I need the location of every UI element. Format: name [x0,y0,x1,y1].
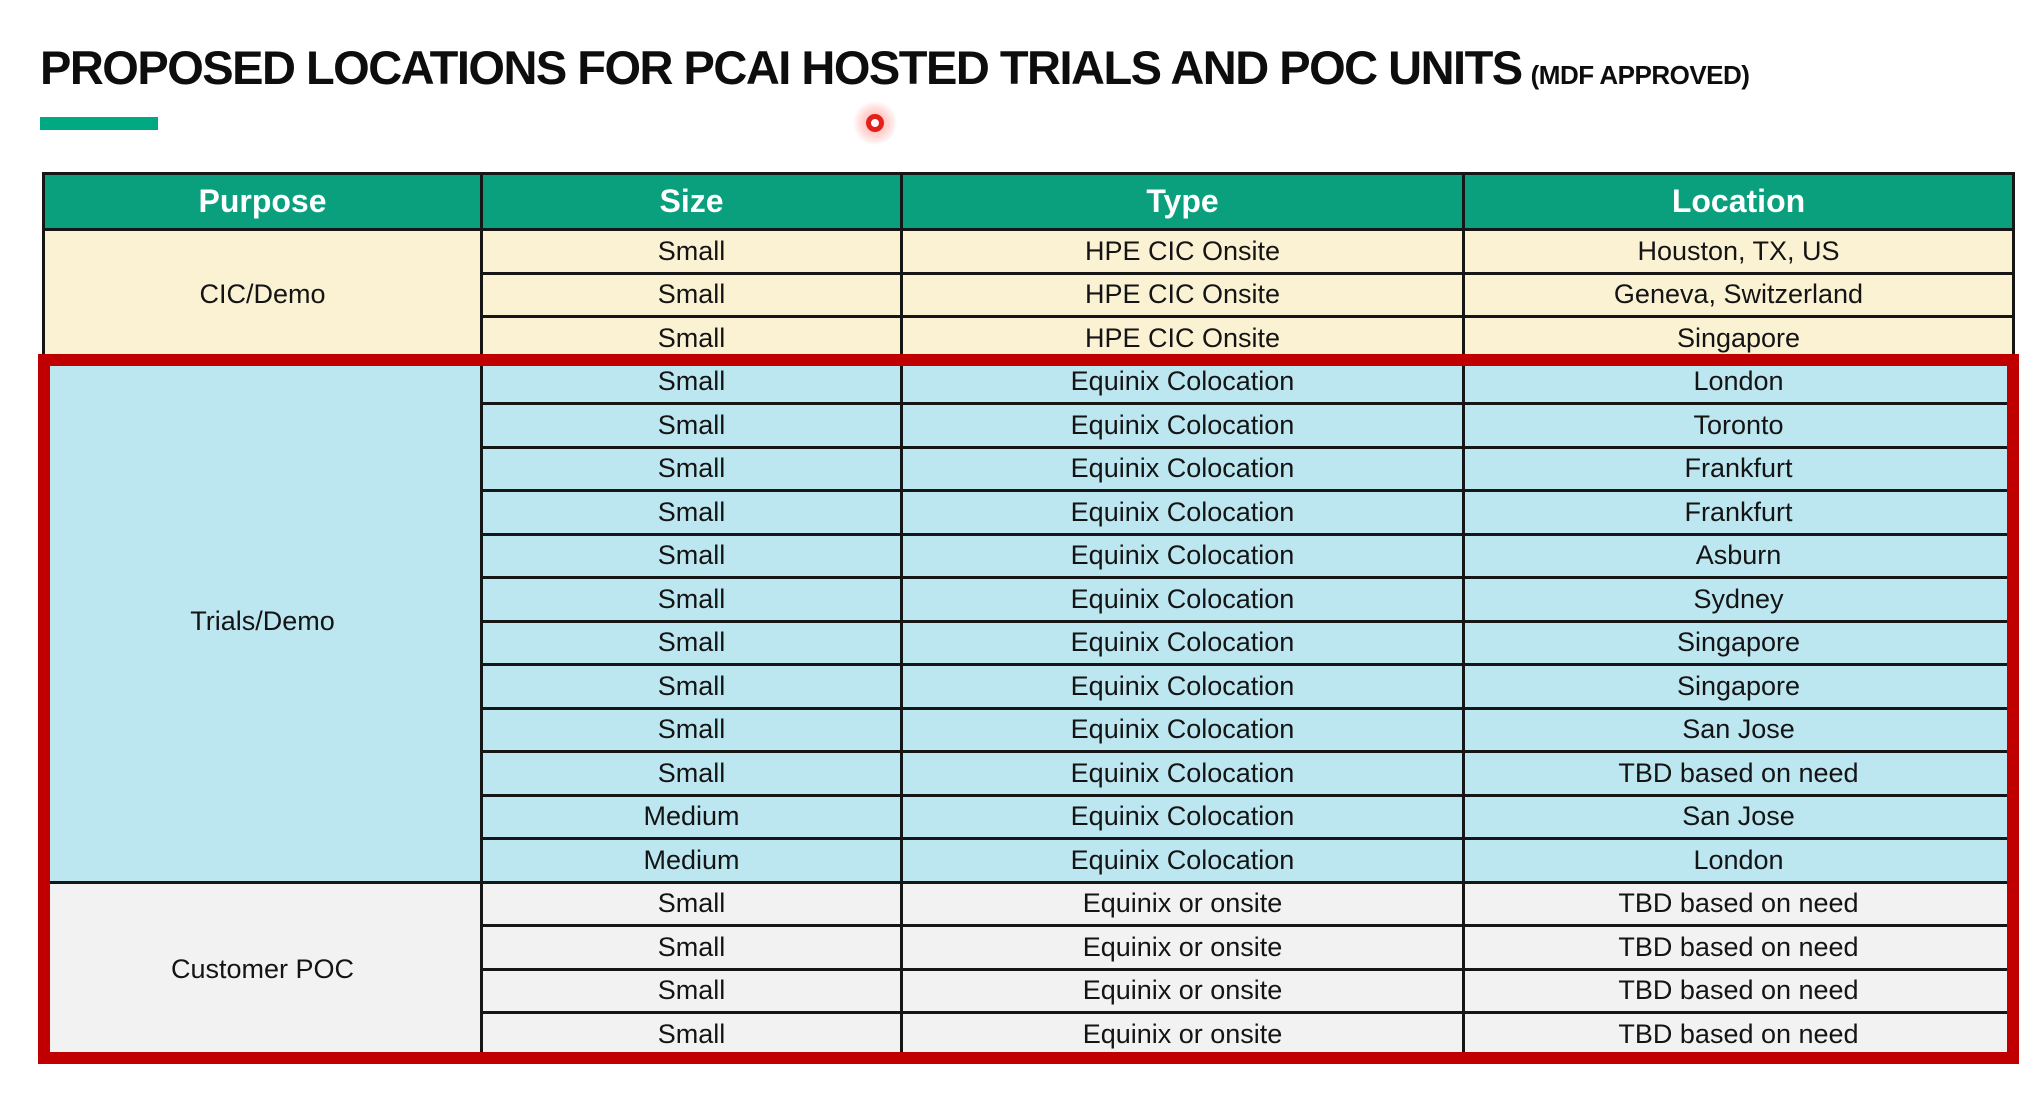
location-cell: Singapore [1462,315,2015,362]
size-cell: Small [480,967,903,1014]
purpose-cell: Customer POC [42,880,483,1058]
size-cell: Small [480,228,903,275]
type-cell: Equinix Colocation [900,619,1465,666]
location-cell: Frankfurt [1462,445,2015,492]
page-title-suffix: (MDF APPROVED) [1530,60,1750,90]
location-cell: Houston, TX, US [1462,228,2015,275]
size-cell: Small [480,315,903,362]
size-cell: Small [480,271,903,318]
size-cell: Small [480,402,903,449]
type-cell: Equinix or onsite [900,1011,1465,1058]
size-cell: Small [480,663,903,710]
location-cell: London [1462,837,2015,884]
table-row: Small HPE CIC Onsite Geneva, Switzerland [43,271,2015,318]
type-cell: Equinix Colocation [900,750,1465,797]
location-cell: TBD based on need [1462,967,2015,1014]
location-cell: TBD based on need [1462,880,2015,927]
location-cell: TBD based on need [1462,750,2015,797]
locations-table-wrap: Purpose Size Type Location CIC/Demo Small… [42,172,2015,1058]
type-cell: Equinix Colocation [900,663,1465,710]
location-cell: Toronto [1462,402,2015,449]
locations-table: Purpose Size Type Location CIC/Demo Small… [42,172,2015,1058]
type-cell: HPE CIC Onsite [900,271,1465,318]
size-cell: Small [480,924,903,971]
size-cell: Small [480,880,903,927]
page-title: PROPOSED LOCATIONS FOR PCAI HOSTED TRIAL… [40,40,1750,95]
column-header-size: Size [480,172,903,231]
location-cell: San Jose [1462,706,2015,753]
type-cell: Equinix Colocation [900,489,1465,536]
size-cell: Medium [480,837,903,884]
location-cell: Sydney [1462,576,2015,623]
type-cell: Equinix or onsite [900,924,1465,971]
type-cell: Equinix Colocation [900,532,1465,579]
table-row: Customer POC Small Equinix or onsite TBD ba… [42,880,2015,1058]
size-cell: Small [480,750,903,797]
column-header-purpose: Purpose [42,172,483,231]
type-cell: Equinix Colocation [900,402,1465,449]
location-cell: London [1462,358,2015,405]
type-cell: Equinix or onsite [900,880,1465,927]
table-body: CIC/Demo Small HPE CIC Onsite Houston, TX, … [42,228,2015,1058]
table-row: Small Equinix Colocation Frankfurt [43,445,2015,492]
purpose-cell: CIC/Demo [42,228,483,362]
size-cell: Small [480,358,903,405]
table-row: Small Equinix Colocation Asburn [43,532,2015,579]
table-row: Small Equinix Colocation Singapore [43,663,2015,710]
location-cell: Asburn [1462,532,2015,579]
size-cell: Small [480,489,903,536]
title-accent-bar [40,117,158,130]
type-cell: Equinix Colocation [900,576,1465,623]
type-cell: Equinix or onsite [900,967,1465,1014]
table-row: Small Equinix or onsite TBD based on need [43,967,2015,1014]
location-cell: Singapore [1462,663,2015,710]
page-title-main: PROPOSED LOCATIONS FOR PCAI HOSTED TRIAL… [40,41,1523,94]
size-cell: Small [480,706,903,753]
location-cell: Geneva, Switzerland [1462,271,2015,318]
type-cell: Equinix Colocation [900,706,1465,753]
purpose-cell: Trials/Demo [42,358,483,884]
location-cell: Frankfurt [1462,489,2015,536]
size-cell: Small [480,1011,903,1058]
column-header-location: Location [1462,172,2015,231]
location-cell: Singapore [1462,619,2015,666]
type-cell: Equinix Colocation [900,793,1465,840]
laser-pointer-dot [853,101,897,145]
location-cell: San Jose [1462,793,2015,840]
laser-pointer-ring-icon [866,114,884,132]
size-cell: Small [480,576,903,623]
location-cell: TBD based on need [1462,924,2015,971]
size-cell: Small [480,532,903,579]
type-cell: Equinix Colocation [900,358,1465,405]
type-cell: HPE CIC Onsite [900,228,1465,275]
table-row: CIC/Demo Small HPE CIC Onsite Houston, TX, … [42,228,2015,362]
table-header: Purpose Size Type Location [42,172,2015,231]
type-cell: HPE CIC Onsite [900,315,1465,362]
size-cell: Medium [480,793,903,840]
column-header-type: Type [900,172,1465,231]
type-cell: Equinix Colocation [900,445,1465,492]
table-row: Trials/Demo Small Equinix Colocation London [42,358,2015,884]
size-cell: Small [480,445,903,492]
table-row: Medium Equinix Colocation London [43,837,2015,884]
size-cell: Small [480,619,903,666]
location-cell: TBD based on need [1462,1011,2015,1058]
type-cell: Equinix Colocation [900,837,1465,884]
